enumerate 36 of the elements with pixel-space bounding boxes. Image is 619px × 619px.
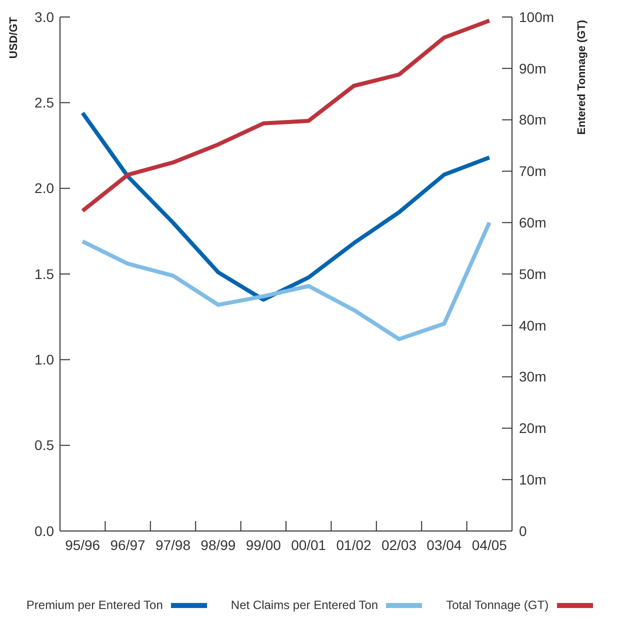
y-tick-label: 0.0 [34, 522, 54, 539]
y2-tick-label: 60m [519, 214, 546, 230]
y2-tick-label: 40m [519, 317, 546, 334]
x-tick-label: 99/00 [246, 537, 282, 553]
x-tick-label: 01/02 [336, 537, 372, 553]
x-tick-label: 98/99 [200, 537, 236, 553]
legend-label: Net Claims per Entered Ton [230, 598, 378, 612]
y-tick-label: 2.5 [34, 94, 54, 111]
y2-tick-label: 80m [519, 112, 546, 128]
x-tick-label: 02/03 [381, 537, 417, 553]
legend-label: Premium per Entered Ton [26, 598, 163, 612]
x-tick-label: 03/04 [426, 537, 462, 553]
y-axis-title: USD/GT [8, 16, 20, 59]
y-tick-label: 2.0 [34, 180, 54, 196]
y2-tick-label: 10m [519, 472, 546, 488]
y2-tick-label: 30m [519, 368, 546, 385]
y2-tick-label: 70m [519, 163, 546, 180]
y2-tick-label: 90m [519, 60, 546, 76]
y-tick-label: 1.0 [34, 352, 54, 368]
x-tick-label: 96/97 [110, 537, 146, 553]
line-series [80, 110, 492, 302]
y-tick-label: 1.5 [34, 266, 54, 282]
y2-tick-label: 0 [519, 522, 527, 539]
x-tick-label: 97/98 [155, 537, 191, 553]
legend-label: Total Tonnage (GT) [446, 598, 549, 612]
y-tick-label: 3.0 [34, 8, 54, 25]
y2-tick-label: 50m [519, 266, 546, 282]
line-series [80, 220, 492, 342]
y2-tick-label: 20m [519, 420, 546, 436]
y-tick-label: 0.5 [34, 437, 54, 454]
y2-axis-title: Entered Tonnage (GT) [576, 20, 588, 135]
x-tick-label: 00/01 [291, 537, 326, 553]
y2-tick-label: 100m [519, 8, 554, 25]
x-tick-label: 95/96 [65, 537, 100, 553]
x-tick-label: 04/05 [472, 537, 508, 553]
line-series [80, 18, 492, 213]
